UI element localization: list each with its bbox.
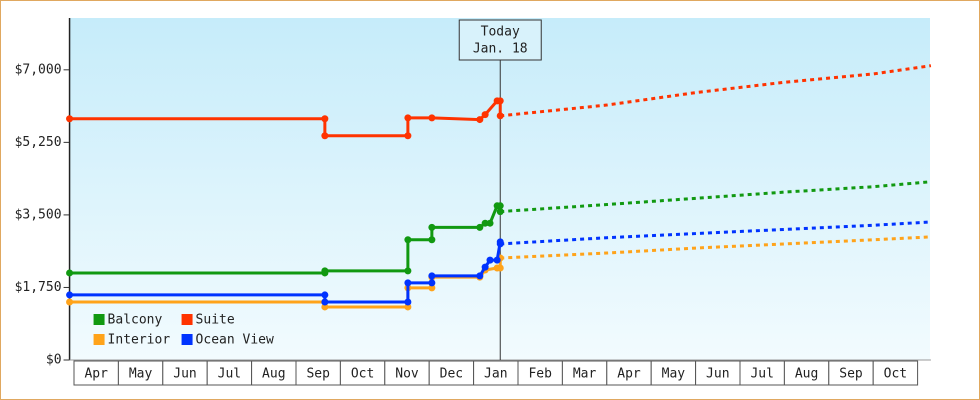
- month-box: [473, 360, 519, 386]
- month-box: [872, 360, 919, 386]
- point: [496, 202, 504, 210]
- point: [404, 236, 412, 244]
- point: [496, 112, 504, 120]
- x-tick-label: Dec: [440, 367, 463, 382]
- point: [428, 284, 436, 292]
- forecast-line: [500, 235, 931, 260]
- point: [481, 111, 489, 119]
- month-box: [606, 360, 652, 386]
- point: [486, 219, 494, 227]
- x-tick-label: Oct: [351, 367, 374, 382]
- point: [428, 223, 436, 231]
- month-box: [428, 360, 475, 386]
- point: [321, 291, 329, 299]
- point: [321, 115, 329, 123]
- y-tick-label: $0: [46, 353, 62, 368]
- point: [66, 291, 74, 299]
- month-box: [828, 360, 874, 386]
- month-box: [339, 360, 386, 386]
- x-tick-label: May: [129, 367, 153, 382]
- month-box: [251, 360, 297, 386]
- x-tick-label: Jul: [750, 367, 773, 382]
- point: [404, 298, 412, 306]
- x-tick-label: Nov: [395, 367, 419, 382]
- point: [66, 269, 74, 277]
- forecast-line: [500, 64, 932, 118]
- today-label: Today: [481, 25, 520, 40]
- point: [321, 303, 329, 311]
- today-box: [458, 19, 542, 61]
- legend-label: Ocean View: [196, 333, 274, 348]
- point: [496, 264, 504, 272]
- point: [493, 256, 501, 264]
- month-box: [117, 360, 164, 386]
- x-tick-label: Oct: [884, 367, 907, 382]
- point: [496, 208, 504, 216]
- point: [496, 240, 504, 248]
- month-box: [295, 360, 341, 386]
- point: [404, 303, 412, 311]
- point: [428, 114, 436, 122]
- month-box: [73, 360, 119, 386]
- legend-label: Interior: [108, 333, 171, 348]
- month-box: [206, 360, 253, 386]
- month-box: [695, 360, 741, 386]
- legend-label: Balcony: [108, 313, 163, 328]
- point: [476, 272, 484, 280]
- legend-label: Suite: [196, 313, 235, 328]
- x-tick-label: Apr: [617, 367, 641, 382]
- x-tick-label: Jun: [173, 367, 196, 382]
- x-tick-label: Aug: [795, 367, 818, 382]
- point: [496, 97, 504, 105]
- x-tick-label: Sep: [306, 367, 330, 382]
- point: [66, 298, 74, 306]
- point: [476, 223, 484, 231]
- point: [481, 263, 489, 271]
- today-label: Jan. 18: [473, 42, 528, 57]
- point: [404, 279, 412, 287]
- point: [321, 132, 329, 140]
- point: [486, 256, 494, 264]
- x-tick-label: Sep: [839, 367, 863, 382]
- point: [321, 267, 329, 275]
- point: [428, 236, 436, 244]
- legend-swatch: [93, 334, 105, 345]
- x-tick-label: May: [662, 367, 686, 382]
- point: [404, 114, 412, 122]
- x-tick-label: Jun: [706, 367, 729, 382]
- y-tick-label: $3,500: [15, 207, 62, 222]
- x-tick-label: Feb: [528, 367, 552, 382]
- x-tick-label: Mar: [573, 367, 597, 382]
- legend-swatch: [181, 314, 193, 325]
- point: [321, 298, 329, 306]
- point: [428, 272, 436, 280]
- point: [404, 132, 412, 140]
- month-box: [739, 360, 785, 386]
- month-box: [783, 360, 830, 386]
- x-tick-label: Aug: [262, 367, 285, 382]
- y-tick-label: $1,750: [15, 280, 62, 295]
- x-tick-label: Apr: [84, 367, 108, 382]
- month-box: [384, 360, 430, 386]
- y-tick-label: $5,250: [15, 135, 62, 150]
- point: [66, 115, 74, 123]
- month-box: [650, 360, 697, 386]
- legend-swatch: [181, 334, 193, 345]
- point: [481, 219, 489, 227]
- legend-swatch: [93, 314, 105, 325]
- point: [428, 279, 436, 287]
- forecast-line: [500, 180, 932, 214]
- x-tick-label: Jul: [218, 367, 241, 382]
- month-box: [162, 360, 208, 386]
- x-tick-label: Jan: [484, 367, 507, 382]
- forecast-line: [500, 220, 932, 246]
- point: [404, 267, 412, 275]
- y-tick-label: $7,000: [15, 62, 62, 77]
- point: [476, 116, 484, 124]
